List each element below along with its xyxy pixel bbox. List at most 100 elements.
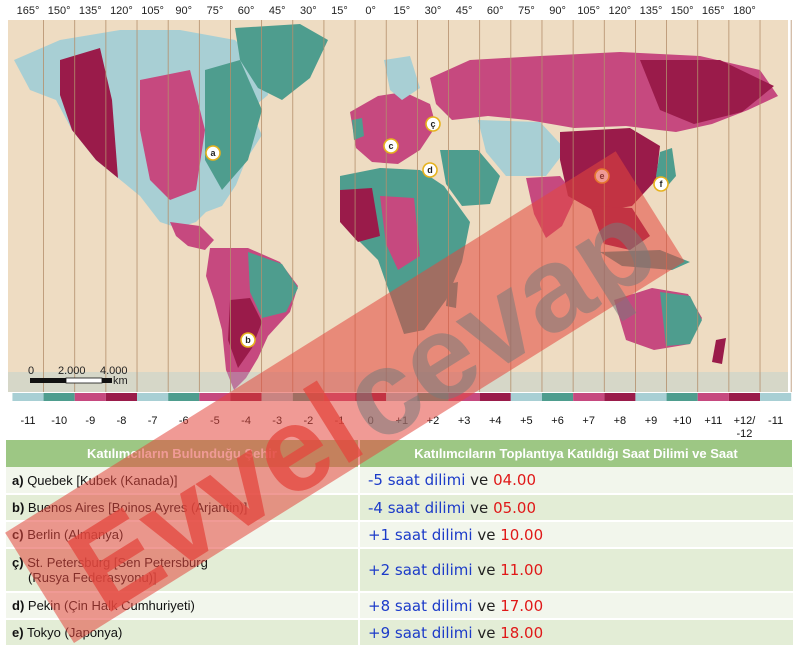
zone-label: +9 xyxy=(645,415,658,427)
table-row: c) Berlin (Almanya) +1 saat dilimi ve 10.… xyxy=(6,521,793,549)
top-longitude-label: 120° xyxy=(110,5,133,17)
zone-label: +5 xyxy=(520,415,533,427)
city-name: Tokyo (Japonya) xyxy=(26,625,123,640)
top-longitude-label: 150° xyxy=(671,5,694,17)
bottom-zone-labels: -11 -10 -9 -8 -7 -6 -5 -4 -3 -2 -1 0 +1 +2 +3 +4 +5 +6 +7 +… xyxy=(20,415,783,440)
world-map-svg: 165° 150° 135° 120° 105° 90° 75° 60° 45° 30° 15° 0°… xyxy=(8,5,792,440)
top-longitude-label: 15° xyxy=(393,5,410,17)
zone-value: +2 saat dilimi xyxy=(368,561,473,579)
zone-value: -4 saat dilimi xyxy=(368,498,466,517)
zone-time-cell: +1 saat dilimi ve 10.00 xyxy=(359,521,793,549)
time-value: 04.00 xyxy=(493,471,537,489)
zone-band-cell xyxy=(12,393,44,401)
zone-label: 0 xyxy=(368,415,374,427)
zone-label: +12/ xyxy=(734,415,757,427)
zone-label: -10 xyxy=(51,415,67,427)
top-longitude-label: 150° xyxy=(48,5,71,17)
zone-band-cell xyxy=(386,393,418,401)
top-longitude-label: 105° xyxy=(141,5,164,17)
top-longitude-label: 75° xyxy=(518,5,535,17)
zone-label: -11 xyxy=(20,415,35,427)
scale-mid: 2.000 xyxy=(58,365,86,377)
zone-connector: ve xyxy=(477,596,496,615)
new-zealand xyxy=(712,338,726,364)
city-cell: e) Tokyo (Japonya) xyxy=(6,619,360,647)
zone-time-cell: +2 saat dilimi ve 11.00 xyxy=(359,548,793,593)
city-cell: ç) St. Petersburg [Sen Petersburg (Rusya … xyxy=(6,548,360,593)
time-zone-map: 165° 150° 135° 120° 105° 90° 75° 60° 45° 30° 15° 0°… xyxy=(8,5,792,440)
table-row: b) Buenos Aires [Boinos Ayres (Arjantin)… xyxy=(6,494,793,522)
time-value: 11.00 xyxy=(500,561,544,579)
table-row: ç) St. Petersburg [Sen Petersburg (Rusya … xyxy=(6,548,793,593)
top-longitude-label: 165° xyxy=(702,5,725,17)
zone-value: +9 saat dilimi xyxy=(368,623,473,642)
time-value: 17.00 xyxy=(500,596,544,615)
zone-label: -4 xyxy=(241,415,251,427)
top-longitude-label: 30° xyxy=(425,5,442,17)
row-key: b) xyxy=(12,500,25,515)
zone-label: +2 xyxy=(427,415,440,427)
top-longitude-label: 15° xyxy=(331,5,348,17)
zone-band-cell xyxy=(74,393,106,401)
top-longitude-label: 60° xyxy=(238,5,255,17)
zone-band-cell xyxy=(448,393,480,401)
top-longitude-label: 180° xyxy=(733,5,756,17)
city-marker-label: d xyxy=(427,165,433,175)
city-name: Berlin (Almanya) xyxy=(27,527,124,542)
zone-band-cell xyxy=(666,393,698,401)
top-longitude-label: 45° xyxy=(456,5,473,17)
zone-label-extra: -12 xyxy=(736,428,752,440)
zone-band-cell xyxy=(417,393,449,401)
top-longitude-label: 165° xyxy=(17,5,40,17)
top-longitude-label: 75° xyxy=(207,5,224,17)
top-longitude-label: 60° xyxy=(487,5,504,17)
time-value: 18.00 xyxy=(500,623,544,642)
zone-band-cell xyxy=(105,393,138,401)
zone-band-cell xyxy=(261,393,293,401)
zone-label: -5 xyxy=(210,415,220,427)
zone-label: -8 xyxy=(117,415,127,427)
zone-band-cell xyxy=(355,393,387,401)
row-key: d) xyxy=(12,598,25,613)
zone-label: +6 xyxy=(551,415,564,427)
top-longitude-label: 90° xyxy=(175,5,192,17)
time-value: 05.00 xyxy=(493,498,537,517)
time-value: 10.00 xyxy=(500,525,544,544)
city-name: Quebek [Kubek (Kanada)] xyxy=(27,472,178,488)
city-cell: c) Berlin (Almanya) xyxy=(6,521,360,549)
zone-connector: ve xyxy=(477,561,496,579)
city-name: Pekin (Çin Halk Cumhuriyeti) xyxy=(27,598,195,613)
row-key: e) xyxy=(12,625,24,640)
zone-band-cell xyxy=(604,393,636,401)
table-row: d) Pekin (Çin Halk Cumhuriyeti) +8 saat d… xyxy=(6,592,793,620)
zone-value: +8 saat dilimi xyxy=(368,596,473,615)
scale-zero: 0 xyxy=(28,365,34,377)
zone-label: +4 xyxy=(489,415,502,427)
zone-label: -7 xyxy=(148,415,158,427)
zone-connector: ve xyxy=(477,525,496,544)
zone-label: -1 xyxy=(335,415,345,427)
table-header-row: Katılımcıların Bulunduğu Şehir Katılımcı… xyxy=(6,440,794,467)
zone-band-cell xyxy=(697,393,729,401)
zone-label: +3 xyxy=(458,415,471,427)
scale-unit: km xyxy=(113,375,128,387)
zone-label: -3 xyxy=(272,415,282,427)
city-name: Buenos Aires [Boinos Ayres (Arjantin)] xyxy=(27,500,248,515)
zone-band-cell xyxy=(635,393,667,401)
zone-connector: ve xyxy=(470,471,489,489)
zone-label: +8 xyxy=(614,415,627,427)
zone-value: +1 saat dilimi xyxy=(368,525,473,544)
zone-band-cell xyxy=(230,393,262,401)
zone-band-cell xyxy=(479,393,511,401)
city-marker-label: b xyxy=(245,335,251,345)
zone-connector: ve xyxy=(477,623,496,642)
city-cell: a) Quebek [Kubek (Kanada)] xyxy=(6,467,360,495)
zone-band-cell xyxy=(573,393,605,401)
header-city: Katılımcıların Bulunduğu Şehir xyxy=(6,440,360,467)
zone-band-cell xyxy=(199,393,231,401)
top-longitude-label: 135° xyxy=(640,5,663,17)
zone-label: -9 xyxy=(85,415,95,427)
zone-time-cell: +9 saat dilimi ve 18.00 xyxy=(359,619,793,647)
zone-connector: ve xyxy=(470,498,489,517)
zone-band-cell xyxy=(323,393,356,401)
